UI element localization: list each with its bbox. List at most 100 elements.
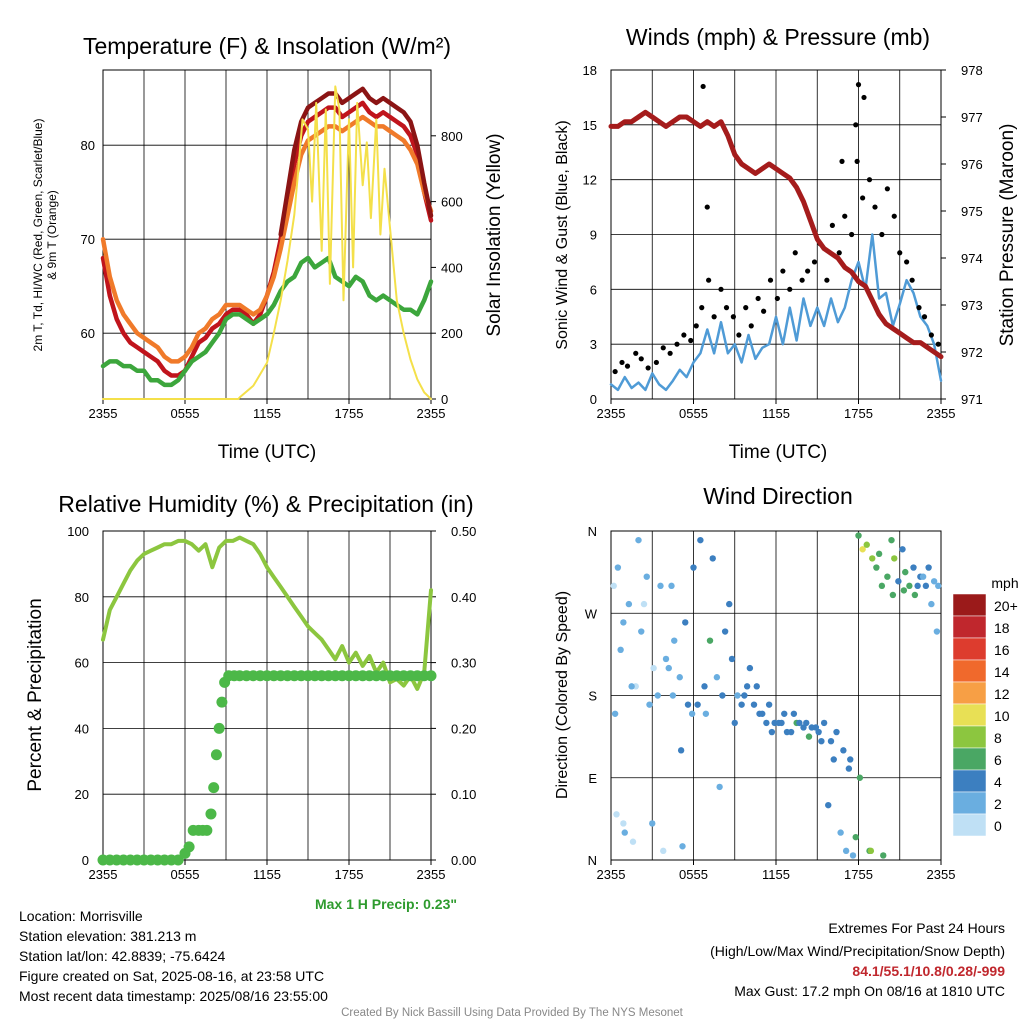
temp-ylabel-left-2: & 9m T (Orange) (45, 190, 59, 280)
precip-point (425, 670, 437, 682)
gust-point (730, 314, 736, 320)
y2-tick-label: 0.00 (451, 853, 476, 868)
y2-tick-label: 600 (441, 195, 463, 210)
location-text: Location: Morrisville (19, 908, 143, 924)
gust-point (653, 359, 659, 366)
gust-point (767, 277, 774, 283)
y-tick-label: E (588, 771, 597, 786)
direction-point (922, 582, 930, 590)
y2-tick-label: 0.40 (451, 590, 476, 605)
direction-point (646, 701, 653, 708)
direction-point (682, 619, 689, 626)
direction-point (763, 719, 770, 727)
gust-point (619, 359, 625, 366)
legend-swatch (952, 593, 987, 617)
legend-swatch (952, 813, 987, 837)
gust-point (780, 268, 786, 274)
direction-point (738, 701, 745, 708)
direction-point (741, 692, 748, 699)
legend-title: mph (991, 575, 1018, 591)
x-tick-label: 0555 (679, 406, 708, 421)
y-tick-label: 70 (81, 232, 95, 247)
direction-point (869, 555, 876, 562)
temp-series-line-3 (100, 255, 434, 388)
direction-point (671, 637, 678, 644)
gust-point (718, 286, 724, 292)
direction-point (694, 701, 701, 708)
direction-point (635, 536, 642, 544)
y-tick-label: 3 (590, 337, 597, 352)
gust-point (699, 305, 705, 311)
legend-label: 18 (994, 620, 1010, 636)
y2-tick-label: 978 (961, 63, 983, 78)
direction-point (620, 619, 627, 626)
direction-point (665, 664, 672, 672)
direction-point (833, 728, 840, 736)
direction-point (726, 600, 733, 608)
legend-swatch (952, 725, 987, 749)
direction-point (660, 847, 667, 855)
temp-ylabel-left: 2m T, Td, HI/WC (Red, Green, Scarlet/Blu… (31, 119, 45, 352)
y2-tick-label: 800 (441, 129, 463, 144)
wind-ylabel-right: Station Pressure (Maroon) (997, 124, 1018, 347)
direction-point (906, 582, 913, 590)
max-precip-label: Max 1 H Precip: 0.23" (315, 896, 457, 912)
gust-point (761, 308, 767, 314)
gust-point (667, 350, 673, 356)
gust-point (855, 82, 862, 88)
direction-point (668, 582, 675, 590)
precip-point (205, 808, 217, 820)
y-tick-label: N (588, 853, 597, 868)
latlon-text: Station lat/lon: 42.8839; -75.6424 (19, 948, 226, 964)
y2-tick-label: 0 (441, 392, 448, 407)
gust-point (736, 332, 742, 338)
direction-point (902, 568, 909, 576)
gust-point (824, 277, 830, 283)
direction-point (875, 550, 883, 558)
direction-point (701, 683, 708, 690)
y2-tick-label: 0.10 (451, 787, 476, 802)
direction-point (771, 719, 778, 727)
legend-label: 12 (994, 686, 1010, 702)
y2-tick-label: 0.20 (451, 721, 476, 736)
station-info: Location: Morrisville Station elevation:… (19, 906, 328, 1006)
direction-point (849, 852, 857, 859)
direction-point (706, 637, 714, 644)
direction-point (825, 801, 832, 809)
x-tick-label: 2355 (89, 406, 118, 421)
direction-point (808, 724, 815, 731)
y-tick-label: 60 (75, 656, 89, 671)
x-tick-label: 1155 (253, 406, 281, 421)
gust-point (674, 341, 680, 347)
direction-point (910, 564, 917, 571)
direction-point (628, 683, 635, 690)
x-tick-label: 2355 (597, 406, 626, 421)
y-tick-label: 80 (75, 590, 89, 605)
x-tick-label: 1155 (253, 867, 281, 882)
gust-point (805, 268, 811, 274)
y-tick-label: 40 (75, 721, 89, 736)
legend-swatch (952, 659, 987, 683)
direction-point (629, 838, 637, 845)
gust-point (711, 314, 717, 320)
direction-point (928, 600, 935, 608)
temp-title: Temperature (F) & Insolation (W/m²) (83, 33, 451, 59)
legend-swatch (952, 637, 987, 661)
direction-point (914, 582, 921, 590)
legend-label: 6 (994, 752, 1002, 768)
y-tick-label: 80 (81, 138, 95, 153)
direction-point (884, 573, 891, 580)
direction-point (679, 843, 686, 850)
direction-point (933, 628, 941, 635)
x-tick-label: 2355 (417, 406, 446, 421)
gust-point (755, 295, 761, 302)
recent-text: Most recent data timestamp: 2025/08/16 2… (19, 988, 328, 1004)
pressure-series-line (608, 109, 944, 360)
direction-point (697, 536, 704, 544)
y-tick-label: 100 (67, 524, 89, 539)
y2-tick-label: 973 (961, 298, 983, 313)
gust-point (872, 204, 878, 210)
direction-point (911, 591, 919, 599)
y2-tick-label: 972 (961, 345, 983, 360)
x-tick-label: 1755 (335, 867, 364, 882)
